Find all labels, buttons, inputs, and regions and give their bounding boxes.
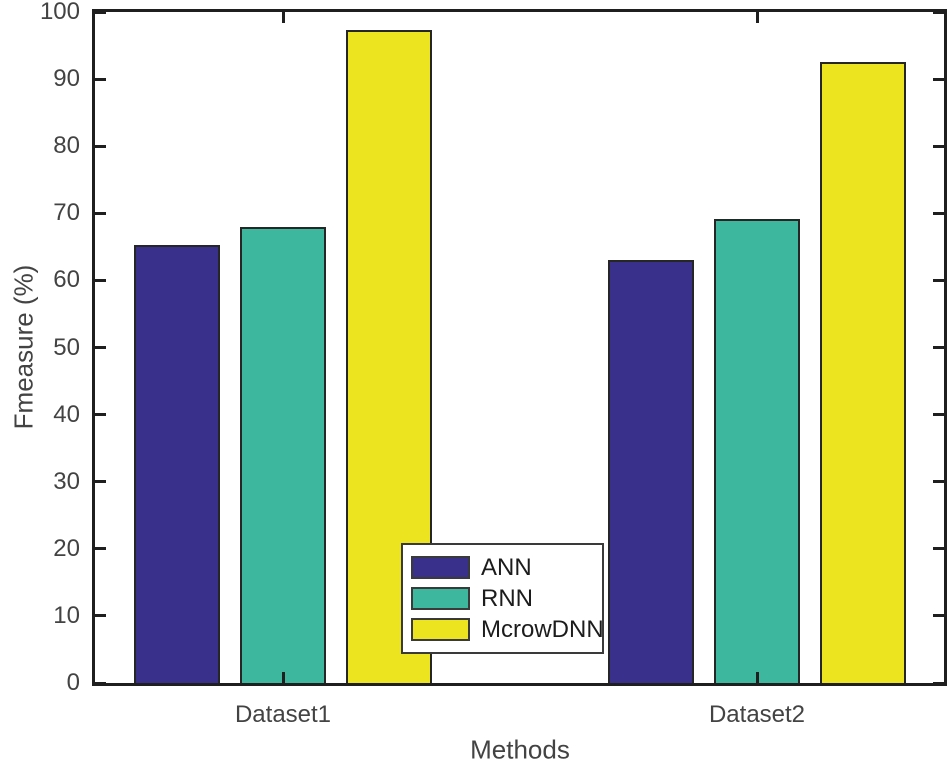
y-tick-label: 40: [53, 400, 80, 428]
legend-swatch: [411, 618, 470, 641]
y-tick-label: 0: [66, 669, 80, 696]
legend-item: McrowDNN: [403, 614, 604, 645]
y-tick-label: 30: [53, 467, 80, 495]
y-tick-label: 80: [53, 132, 80, 160]
legend-item: ANN: [403, 552, 602, 583]
y-tick-label: 10: [53, 601, 80, 629]
y-tick-label: 70: [53, 199, 80, 227]
y-tick-label: 60: [53, 266, 80, 294]
bar-rnn-dataset2: [714, 219, 800, 683]
x-category-label: Dataset2: [708, 701, 806, 728]
legend-swatch: [411, 556, 470, 579]
y-tick-label: 90: [53, 65, 80, 93]
y-tick-label: 100: [39, 0, 80, 25]
legend-swatch: [411, 587, 470, 610]
bar-ann-dataset2: [608, 260, 694, 683]
legend-label: ANN: [481, 553, 532, 581]
x-axis-title: Methods: [470, 734, 570, 763]
bar-mcrowdnn-dataset2: [820, 62, 906, 683]
legend: ANN RNN McrowDNN: [401, 543, 604, 654]
legend-label: RNN: [481, 584, 533, 612]
legend-label: McrowDNN: [481, 615, 604, 643]
plot-area: [95, 12, 944, 683]
y-tick-label: 20: [53, 534, 80, 562]
legend-item: RNN: [403, 583, 602, 614]
x-category-label: Dataset1: [234, 701, 332, 728]
bar-rnn-dataset1: [240, 227, 326, 683]
bar-ann-dataset1: [134, 245, 220, 683]
y-tick-label: 50: [53, 333, 80, 361]
